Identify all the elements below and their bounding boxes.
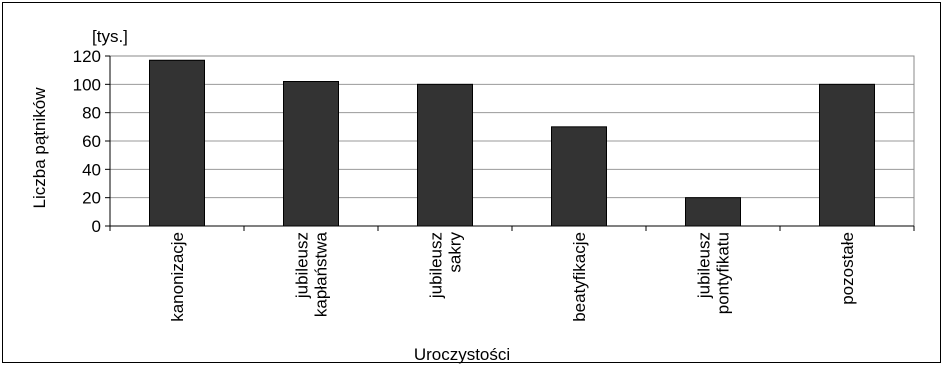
y-tick-label: 20 (82, 189, 101, 208)
bar (819, 83, 875, 227)
x-tick-label-line: jubileusz (695, 232, 714, 299)
x-tick-label: jubileusz pontyfikatu (695, 232, 733, 314)
x-tick-labels: kanonizacje jubileusz kapłaństwa jubileusz s… (168, 231, 857, 321)
axes (105, 55, 915, 231)
bar (685, 197, 741, 227)
x-axis-title: Uroczystości (414, 345, 510, 364)
x-tick-label: jubileusz kapłaństwa (293, 231, 331, 317)
bars (149, 59, 875, 227)
x-tick-label-line: pontyfikatu (714, 232, 733, 314)
x-tick-label: beatyfikacje (570, 232, 589, 322)
x-tick-label: kanonizacje (168, 232, 187, 322)
x-tick-label-line: jubileusz (293, 232, 312, 299)
x-tick-label-line: sakry (446, 232, 465, 273)
bar (551, 126, 607, 227)
unit-label: [tys.] (92, 27, 128, 46)
x-tick-label: pozostałe (838, 232, 857, 305)
y-tick-label: 120 (73, 47, 101, 66)
y-tick-label: 0 (92, 217, 101, 236)
y-tick-label: 40 (82, 160, 101, 179)
x-tick-label-line: jubileusz (427, 232, 446, 299)
x-tick-label-line: kapłaństwa (312, 231, 331, 317)
bar (149, 59, 205, 227)
x-tick-label-line: beatyfikacje (570, 232, 589, 322)
y-tick-labels: 0 20 40 60 80 100 120 (73, 47, 101, 236)
y-tick-label: 60 (82, 132, 101, 151)
x-tick-label-line: kanonizacje (168, 232, 187, 322)
bar (417, 83, 473, 227)
x-tick-label-line: pozostałe (838, 232, 857, 305)
y-tick-label: 80 (82, 104, 101, 123)
y-tick-label: 100 (73, 75, 101, 94)
x-tick-label: jubileusz sakry (427, 232, 465, 300)
gridlines (110, 55, 914, 199)
y-axis-title: Liczba pątników (30, 87, 49, 209)
bar (283, 81, 339, 227)
